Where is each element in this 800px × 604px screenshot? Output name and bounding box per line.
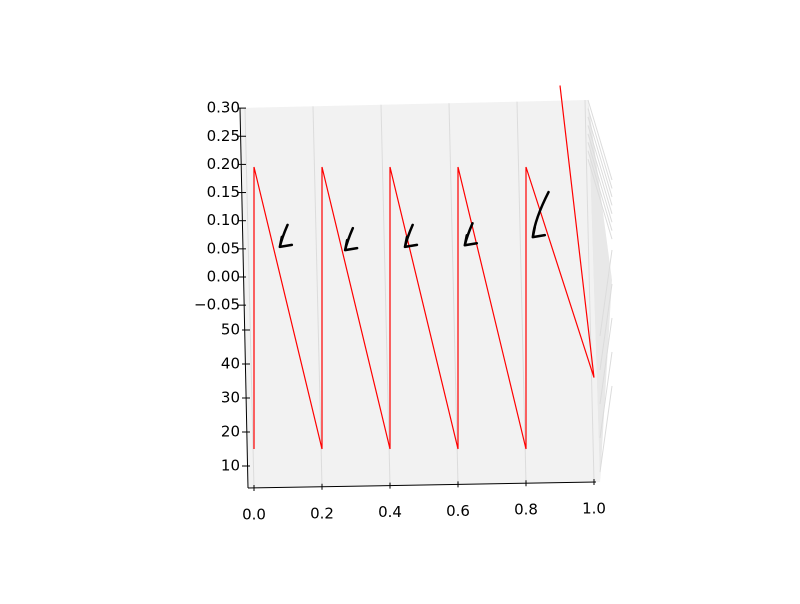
x-tick-label: 1.0 bbox=[582, 500, 606, 518]
z-tick-label: 0.10 bbox=[207, 211, 240, 229]
back-pane bbox=[240, 100, 600, 488]
y-tick-label: 20 bbox=[221, 423, 240, 441]
x-tick-label: 0.8 bbox=[514, 501, 538, 519]
x-tick-label: 0.6 bbox=[446, 502, 470, 520]
x-tick-label: 0.4 bbox=[378, 503, 402, 521]
grid-line bbox=[584, 99, 595, 483]
grid-line bbox=[587, 150, 613, 231]
z-axis-line bbox=[239, 107, 249, 489]
z-tick-label: 0.20 bbox=[207, 155, 240, 173]
grid-line bbox=[587, 159, 613, 240]
y-tick-label: 10 bbox=[221, 457, 240, 475]
grid-line bbox=[587, 108, 613, 189]
z-tick-label: 0.05 bbox=[207, 239, 240, 257]
grid-line bbox=[380, 104, 391, 486]
quiver-arrow bbox=[343, 226, 359, 252]
z-tick-label: 0.25 bbox=[207, 127, 240, 145]
quiver-arrow bbox=[463, 221, 479, 247]
grid-line bbox=[599, 317, 613, 405]
y-tick-label: 50 bbox=[221, 321, 240, 339]
z-tick-label: 0.15 bbox=[207, 183, 240, 201]
grid-line bbox=[587, 133, 613, 214]
quiver-arrow bbox=[531, 190, 550, 239]
line-3d bbox=[253, 85, 595, 450]
quiver-arrow bbox=[278, 223, 294, 249]
z-tick-label: 0.00 bbox=[207, 268, 240, 286]
z-tick-label: 0.30 bbox=[207, 99, 240, 117]
grid-line bbox=[599, 249, 613, 337]
grid-line bbox=[599, 283, 613, 371]
grid-line bbox=[587, 125, 613, 206]
grid-line bbox=[312, 106, 323, 487]
grid-line bbox=[599, 385, 613, 473]
grid-line bbox=[587, 99, 613, 181]
grid-line bbox=[587, 116, 613, 198]
z-tick-label: −0.05 bbox=[194, 296, 240, 314]
quiver-arrow bbox=[403, 223, 419, 249]
x-tick-label: 0.2 bbox=[310, 504, 334, 522]
grid-line bbox=[448, 103, 459, 485]
grid-line bbox=[599, 351, 613, 439]
grid-line bbox=[587, 142, 613, 223]
x-tick-label: 0.0 bbox=[242, 506, 266, 524]
y-tick-label: 30 bbox=[221, 389, 240, 407]
y-tick-label: 40 bbox=[221, 355, 240, 373]
grid-line bbox=[516, 101, 527, 484]
grid-line bbox=[244, 107, 255, 489]
side-pane bbox=[588, 100, 612, 482]
x-axis-line bbox=[247, 481, 597, 489]
